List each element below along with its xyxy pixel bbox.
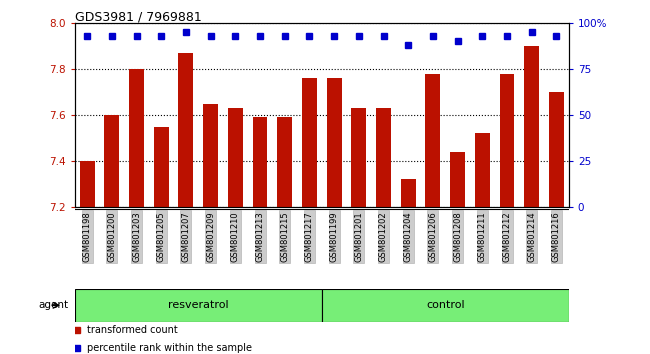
Text: GSM801215: GSM801215	[280, 211, 289, 262]
Bar	[475, 133, 489, 207]
Bar	[253, 117, 267, 207]
Text: GSM801213: GSM801213	[255, 211, 265, 262]
Text: GSM801206: GSM801206	[428, 211, 437, 262]
Text: GSM801199: GSM801199	[330, 211, 339, 262]
Text: GSM801207: GSM801207	[181, 211, 190, 262]
Bar	[327, 78, 341, 207]
Text: GSM801211: GSM801211	[478, 211, 487, 262]
Text: GSM801214: GSM801214	[527, 211, 536, 262]
Text: GSM801205: GSM801205	[157, 211, 166, 262]
Text: GSM801203: GSM801203	[132, 211, 141, 262]
Text: GSM801202: GSM801202	[379, 211, 388, 262]
Text: GSM801209: GSM801209	[206, 211, 215, 262]
Bar	[203, 103, 218, 207]
Text: GSM801200: GSM801200	[107, 211, 116, 262]
Bar	[278, 117, 292, 207]
Text: transformed count: transformed count	[87, 325, 178, 335]
Text: GSM801198: GSM801198	[83, 211, 92, 262]
Text: GSM801204: GSM801204	[404, 211, 413, 262]
Text: GSM801212: GSM801212	[502, 211, 512, 262]
Bar	[352, 108, 366, 207]
Bar	[179, 53, 193, 207]
Text: GSM801210: GSM801210	[231, 211, 240, 262]
Bar	[302, 78, 317, 207]
Text: percentile rank within the sample: percentile rank within the sample	[87, 343, 252, 353]
Text: control: control	[426, 300, 465, 310]
Bar	[401, 179, 415, 207]
Text: resveratrol: resveratrol	[168, 300, 229, 310]
Bar	[129, 69, 144, 207]
Bar	[376, 108, 391, 207]
Bar	[75, 289, 322, 322]
Bar	[525, 46, 539, 207]
Text: agent: agent	[38, 300, 68, 310]
Text: GDS3981 / 7969881: GDS3981 / 7969881	[75, 11, 202, 24]
Bar	[228, 108, 242, 207]
Bar	[450, 152, 465, 207]
Text: GSM801216: GSM801216	[552, 211, 561, 262]
Text: GSM801217: GSM801217	[305, 211, 314, 262]
Text: GSM801208: GSM801208	[453, 211, 462, 262]
Bar	[426, 74, 440, 207]
Bar	[500, 74, 514, 207]
Bar	[154, 126, 168, 207]
Text: GSM801201: GSM801201	[354, 211, 363, 262]
Bar	[105, 115, 119, 207]
Bar	[80, 161, 94, 207]
Bar	[549, 92, 564, 207]
Bar	[322, 289, 569, 322]
